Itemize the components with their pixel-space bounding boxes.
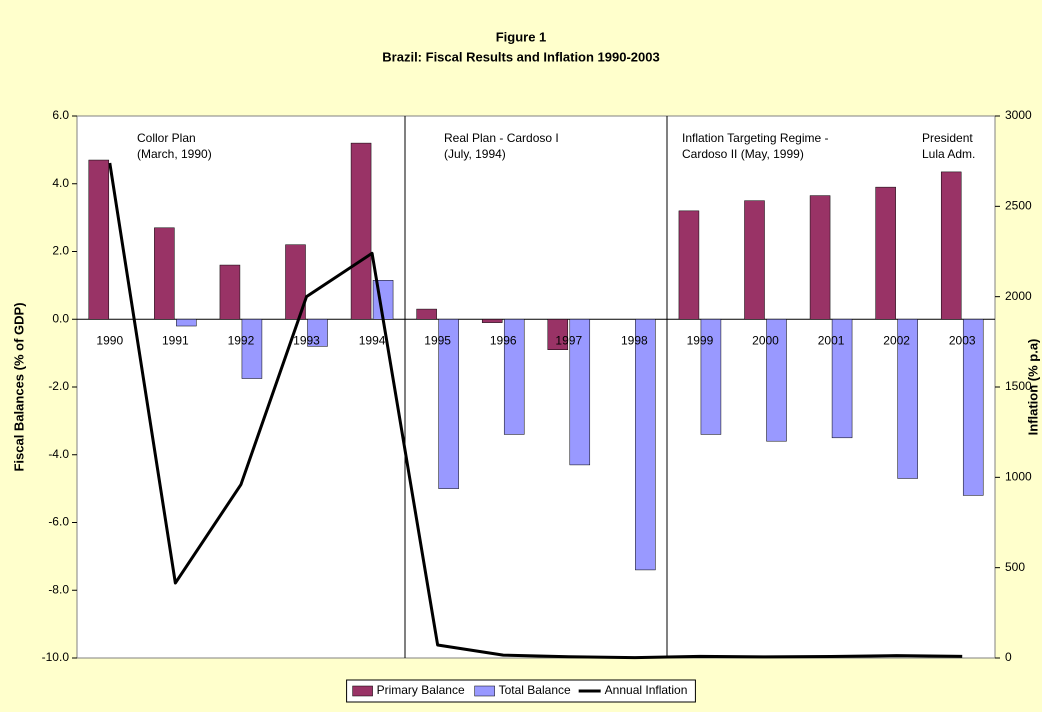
legend-swatch (474, 685, 495, 697)
annotation: (March, 1990) (137, 147, 212, 161)
x-tick-label: 2003 (949, 333, 976, 347)
x-tick-label: 1996 (490, 333, 517, 347)
annotation: (July, 1994) (444, 147, 506, 161)
x-tick-label: 1991 (162, 333, 189, 347)
x-tick-label: 1995 (424, 333, 451, 347)
bar (569, 319, 591, 466)
bar (219, 264, 241, 320)
y-tick-label: -4.0 (48, 447, 69, 461)
y2-tick-label: 3000 (1005, 108, 1032, 122)
legend-box (346, 679, 696, 703)
bar (875, 186, 896, 320)
y-tick-label: -10.0 (42, 650, 70, 664)
bar (154, 227, 175, 320)
y-tick-label: -6.0 (48, 515, 69, 529)
annotation: Collor Plan (137, 131, 196, 145)
y-tick-label: 0.0 (52, 311, 69, 325)
y-tick-label: 4.0 (52, 176, 69, 190)
annotation: Lula Adm. (922, 147, 975, 161)
y2-tick-label: 0 (1005, 650, 1012, 664)
bar (809, 195, 831, 320)
bar (831, 319, 853, 439)
y-tick-label: -8.0 (48, 582, 69, 596)
bar (416, 308, 437, 320)
chart-title: Figure 1 (496, 29, 547, 44)
bar (503, 319, 525, 435)
y2-axis-label: Inflation (% p.a) (1025, 339, 1040, 436)
bar (285, 244, 306, 320)
bar (438, 319, 459, 489)
x-tick-label: 1997 (555, 333, 582, 347)
annotation: President (922, 131, 973, 145)
y2-tick-label: 2000 (1005, 289, 1032, 303)
legend-label: Annual Inflation (605, 683, 688, 697)
bar (88, 159, 110, 320)
x-tick-label: 1999 (687, 333, 714, 347)
bar (635, 319, 656, 571)
bar (766, 319, 787, 442)
y-tick-label: 2.0 (52, 244, 69, 258)
annotation: Inflation Targeting Regime - (682, 131, 829, 145)
bar (176, 319, 197, 327)
x-tick-label: 1993 (293, 333, 320, 347)
bar (241, 319, 263, 379)
y2-tick-label: 2500 (1005, 199, 1032, 213)
x-tick-label: 2002 (883, 333, 910, 347)
x-tick-label: 1994 (359, 333, 386, 347)
legend-label: Primary Balance (377, 683, 465, 697)
chart-subtitle: Brazil: Fiscal Results and Inflation 199… (382, 49, 659, 64)
x-tick-label: 2001 (818, 333, 845, 347)
bar (744, 200, 765, 320)
y-axis-label: Fiscal Balances (% of GDP) (11, 302, 26, 471)
bar (481, 319, 503, 323)
x-tick-label: 2000 (752, 333, 779, 347)
legend-swatch (352, 685, 373, 697)
annotation: Real Plan - Cardoso I (444, 131, 559, 145)
y2-tick-label: 500 (1005, 560, 1025, 574)
x-tick-label: 1998 (621, 333, 648, 347)
plot-area (76, 115, 996, 659)
x-tick-label: 1990 (96, 333, 123, 347)
bar (962, 319, 984, 496)
bar (678, 210, 700, 320)
annotation: Cardoso II (May, 1999) (682, 147, 804, 161)
x-tick-label: 1992 (228, 333, 255, 347)
bar (547, 319, 569, 350)
inflation-line (108, 162, 963, 660)
y2-tick-label: 1000 (1005, 470, 1032, 484)
bar (307, 319, 328, 347)
y-tick-label: 6.0 (52, 108, 69, 122)
bar (350, 142, 372, 320)
bar (897, 319, 918, 479)
y2-tick-label: 1500 (1005, 379, 1032, 393)
y-tick-label: -2.0 (48, 379, 69, 393)
bar (700, 319, 722, 435)
bar (940, 171, 962, 320)
legend-label: Total Balance (499, 683, 571, 697)
